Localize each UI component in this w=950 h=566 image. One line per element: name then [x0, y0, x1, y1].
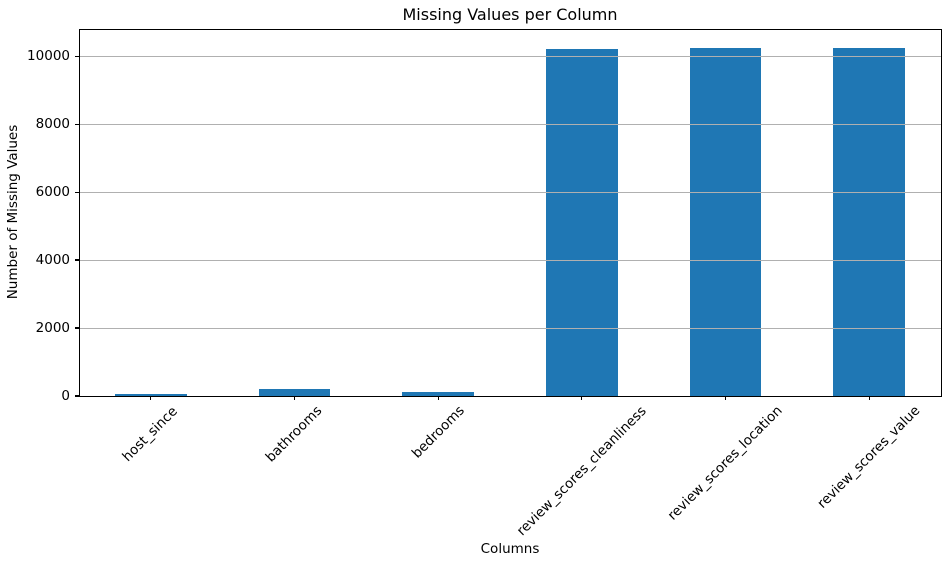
x-tick-label: review_scores_value [814, 402, 924, 513]
x-tick-mark [293, 396, 296, 400]
y-axis-label: Number of Missing Values [5, 124, 21, 300]
y-tick-mark [75, 327, 79, 329]
y-tick-label: 4000 [35, 251, 70, 268]
y-tick-label: 10000 [27, 47, 70, 64]
y-tick-mark [75, 259, 79, 261]
y-tick-mark [75, 395, 79, 397]
bar-bathrooms [258, 389, 331, 396]
y-tick-label: 0 [61, 387, 70, 404]
x-tick-label: bedrooms [408, 402, 468, 462]
y-tick-label: 6000 [35, 183, 70, 200]
y-tick-mark [75, 123, 79, 125]
bar-review_scores_cleanliness [545, 49, 618, 396]
y-tick-mark [75, 55, 79, 57]
bar-host_since [114, 393, 187, 396]
x-tick-label: review_scores_location [664, 402, 786, 524]
x-axis-label: Columns [480, 541, 540, 557]
y-tick-label: 8000 [35, 115, 70, 132]
bar-bedrooms [402, 391, 475, 396]
x-tick-mark [150, 396, 152, 400]
x-tick-mark [581, 396, 583, 400]
x-tick-label: review_scores_cleanliness [513, 402, 650, 539]
plot-area [79, 29, 941, 396]
chart-title: Missing Values per Column [402, 5, 618, 24]
y-tick-label: 2000 [35, 319, 70, 336]
bar-review_scores_value [833, 47, 906, 396]
y-tick-mark [75, 191, 79, 193]
x-tick-label: host_since [119, 403, 182, 465]
bar-review_scores_location [689, 47, 762, 396]
x-tick-label: bathrooms [262, 403, 326, 466]
x-tick-mark [724, 396, 727, 400]
x-tick-mark [868, 396, 870, 400]
x-tick-mark [437, 396, 439, 400]
